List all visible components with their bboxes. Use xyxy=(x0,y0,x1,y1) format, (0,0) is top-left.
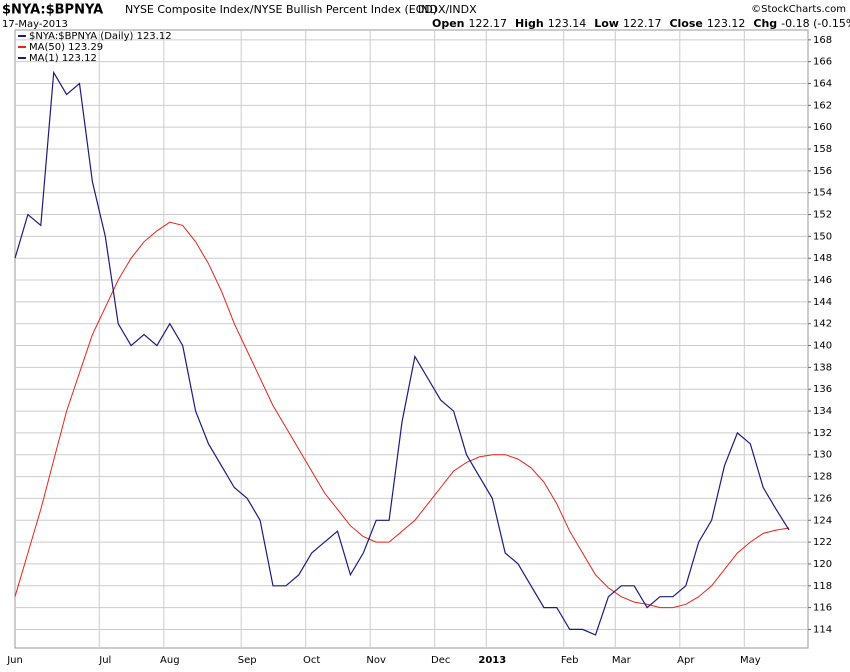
x-tick-label: Feb xyxy=(561,655,579,666)
y-tick-label: 114 xyxy=(813,624,832,635)
y-tick-label: 146 xyxy=(813,275,832,286)
x-tick-label: Aug xyxy=(160,655,180,666)
x-tick-label: Nov xyxy=(366,655,386,666)
quote-value: 123.14 xyxy=(548,17,587,30)
y-tick-label: 132 xyxy=(813,428,832,439)
symbol: $NYA:$BPNYA xyxy=(2,3,103,18)
legend-entry: MA(50) 123.29 xyxy=(29,42,103,53)
y-tick-label: 122 xyxy=(813,537,832,548)
y-tick-label: 128 xyxy=(813,472,832,483)
quote-label: Open xyxy=(432,17,465,30)
credit: ©StockCharts.com xyxy=(751,4,846,15)
quote-value: 122.17 xyxy=(469,17,508,30)
x-tick-label: Jul xyxy=(98,655,111,666)
y-tick-label: 144 xyxy=(813,297,832,308)
y-tick-label: 168 xyxy=(813,35,832,46)
quote-label: Low xyxy=(594,17,619,30)
y-tick-label: 148 xyxy=(813,253,832,264)
plot-frame xyxy=(14,29,809,649)
x-tick-label: May xyxy=(740,655,761,666)
y-tick-label: 140 xyxy=(813,341,832,352)
y-tick-label: 136 xyxy=(813,384,832,395)
y-tick-label: 150 xyxy=(813,231,832,242)
y-tick-label: 124 xyxy=(813,515,832,526)
exchange: INDX/INDX xyxy=(418,3,477,16)
description: NYSE Composite Index/NYSE Bullish Percen… xyxy=(125,3,437,16)
quote-label: Chg xyxy=(753,17,777,30)
y-tick-label: 138 xyxy=(813,362,832,373)
y-tick-label: 166 xyxy=(813,57,832,68)
y-tick-label: 130 xyxy=(813,450,832,461)
quote-value: 123.12 xyxy=(707,17,746,30)
y-tick-label: 116 xyxy=(813,603,832,614)
series-line xyxy=(14,221,790,609)
y-tick-label: 156 xyxy=(813,166,832,177)
quote-value: -0.18 (-0.15%) xyxy=(781,17,850,30)
x-tick-label: Oct xyxy=(303,655,320,666)
grid: 114 116 118 120 122 124 126 128 130 132 134 136 138 1… xyxy=(6,30,832,666)
y-tick-label: 164 xyxy=(813,79,832,90)
y-tick-label: 120 xyxy=(813,559,832,570)
marks xyxy=(14,70,790,636)
y-tick-label: 118 xyxy=(813,581,832,592)
quote-label: High xyxy=(515,17,544,30)
date: 17-May-2013 xyxy=(2,19,68,30)
y-tick-label: 134 xyxy=(813,406,832,417)
y-tick-label: 152 xyxy=(813,210,832,221)
x-tick-label: Dec xyxy=(431,655,450,666)
quote-value: 122.17 xyxy=(623,17,662,30)
y-tick-label: 162 xyxy=(813,100,832,111)
x-tick-label: Mar xyxy=(612,655,632,666)
legend-entry: $NYA:$BPNYA (Daily) 123.12 xyxy=(29,31,172,42)
x-tick-label: Sep xyxy=(238,655,257,666)
series-line xyxy=(14,70,790,636)
x-tick-label: Apr xyxy=(677,655,695,666)
y-tick-label: 158 xyxy=(813,144,832,155)
x-tick-label: Jun xyxy=(6,655,23,666)
y-tick-label: 160 xyxy=(813,122,832,133)
quote: Open 122.17 High 123.14 Low 122.17 Close 123.12… xyxy=(432,17,850,30)
y-tick-label: 142 xyxy=(813,319,832,330)
y-tick-label: 154 xyxy=(813,188,832,199)
y-tick-label: 126 xyxy=(813,493,832,504)
x-tick-label: 2013 xyxy=(478,655,506,666)
legend-entry: MA(1) 123.12 xyxy=(29,53,97,64)
quote-label: Close xyxy=(669,17,702,30)
